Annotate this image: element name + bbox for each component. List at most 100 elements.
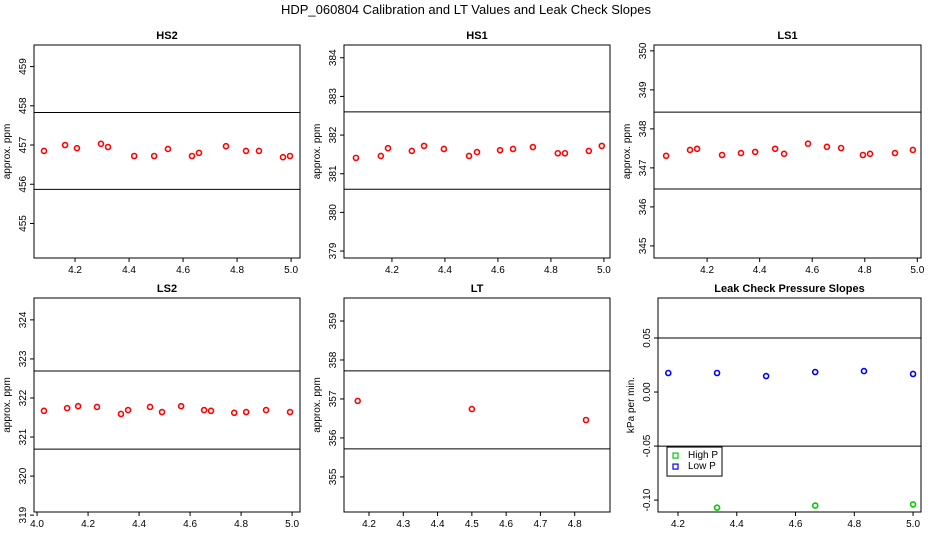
panel-title: LS1 [777,30,797,42]
plot-frame [653,44,922,259]
data-point [909,370,917,378]
data-point [222,142,230,150]
data-point [468,405,476,413]
data-point [664,369,672,377]
legend-marker [672,452,679,459]
y-tick-label: 324 [18,311,29,328]
y-tick-label: 358 [328,351,339,368]
data-point [408,147,416,155]
data-point [737,149,745,157]
y-tick-label: 350 [638,42,649,59]
data-point [286,152,294,160]
y-axis-label: kPa per min. [626,377,637,433]
data-point [585,147,593,155]
x-tick-label: 4.4 [730,519,744,530]
x-tick-label: 4.6 [491,265,505,276]
data-point [117,410,125,418]
data-point [693,145,701,153]
panel-ls1: LS1 approx. ppm 4.2 4.4 4.6 4.8 5.0 345 346 347 34… [622,30,925,276]
y-tick-label: 322 [18,389,29,406]
x-tick-label: 4.6 [789,519,803,530]
data-point [496,146,504,154]
y-tick-label: 383 [328,88,339,105]
data-point [73,144,81,152]
panel-ls2: LS2 approx. ppm 4.0 4.2 4.4 4.6 4.8 5.0 319 320 32… [2,283,301,530]
y-tick-label: 455 [18,215,29,232]
data-point [40,147,48,155]
data-point [582,416,590,424]
data-point [598,142,606,150]
legend-marker [672,463,679,470]
data-point [242,147,250,155]
data-point [200,406,208,414]
data-point [751,148,759,156]
data-point [377,152,385,160]
x-tick-label: 4.3 [396,519,410,530]
y-tick-label: 320 [18,467,29,484]
y-tick-label: -0.05 [642,434,653,457]
panel-hs2: HS2 approx. ppm 4.2 4.4 4.6 4.8 5.0 455 456 457 45… [2,30,301,276]
x-tick-label: 4.6 [183,519,197,530]
y-tick-label: 381 [328,165,339,182]
data-point [866,150,874,158]
x-tick-label: 4.4 [132,519,146,530]
x-tick-label: 4.8 [234,519,248,530]
x-tick-label: 4.6 [805,265,819,276]
x-tick-label: 5.0 [597,265,611,276]
panel-hs1: HS1 approx. ppm 4.2 4.4 4.6 4.8 5.0 379 380 381 38… [312,30,611,276]
data-point [146,403,154,411]
y-tick-label: 0.00 [642,382,653,402]
data-point [158,408,166,416]
x-tick-label: 4.4 [438,265,452,276]
data-point [473,148,481,156]
data-point [195,149,203,157]
y-tick-label: -0.10 [642,488,653,511]
x-tick-label: 4.8 [230,265,244,276]
data-point [909,146,917,154]
y-axis-label: approx. ppm [312,377,323,433]
x-tick-label: 4.2 [81,519,95,530]
x-tick-label: 5.0 [284,265,298,276]
data-point [130,152,138,160]
y-tick-label: 321 [18,428,29,445]
y-tick-label: 384 [328,49,339,66]
x-tick-label: 4.6 [499,519,513,530]
x-tick-label: 4.4 [122,265,136,276]
y-tick-label: 348 [638,120,649,137]
x-tick-label: 5.0 [910,265,924,276]
y-tick-label: 357 [328,390,339,407]
y-tick-label: 355 [328,468,339,485]
y-tick-label: 0.05 [642,328,653,348]
data-point [529,143,537,151]
legend-label: High P [688,450,718,461]
y-tick-label: 359 [328,312,339,329]
data-point [713,504,721,511]
data-point [420,142,428,150]
x-tick-label: 4.2 [385,265,399,276]
data-point [811,368,819,376]
legend-box [666,446,723,477]
x-tick-label: 4.4 [753,265,767,276]
x-tick-label: 4.8 [544,265,558,276]
data-point [561,149,569,157]
panel-title: HS2 [156,30,177,42]
y-tick-label: 345 [638,237,649,254]
x-tick-label: 5.0 [906,519,920,530]
data-point [384,144,392,152]
data-point [188,152,196,160]
y-tick-label: 323 [18,350,29,367]
data-point [61,141,69,149]
y-tick-label: 379 [328,242,339,259]
x-tick-label: 4.7 [533,519,547,530]
y-axis-label: approx. ppm [2,377,13,433]
plot-frame [33,297,301,513]
data-point [713,369,721,377]
data-point [804,140,812,147]
data-point [662,152,670,160]
plot-frame [343,297,611,513]
x-tick-label: 5.0 [285,519,299,530]
x-tick-label: 4.8 [568,519,582,530]
data-point [286,408,294,416]
data-point [207,407,215,415]
data-point [909,501,917,508]
